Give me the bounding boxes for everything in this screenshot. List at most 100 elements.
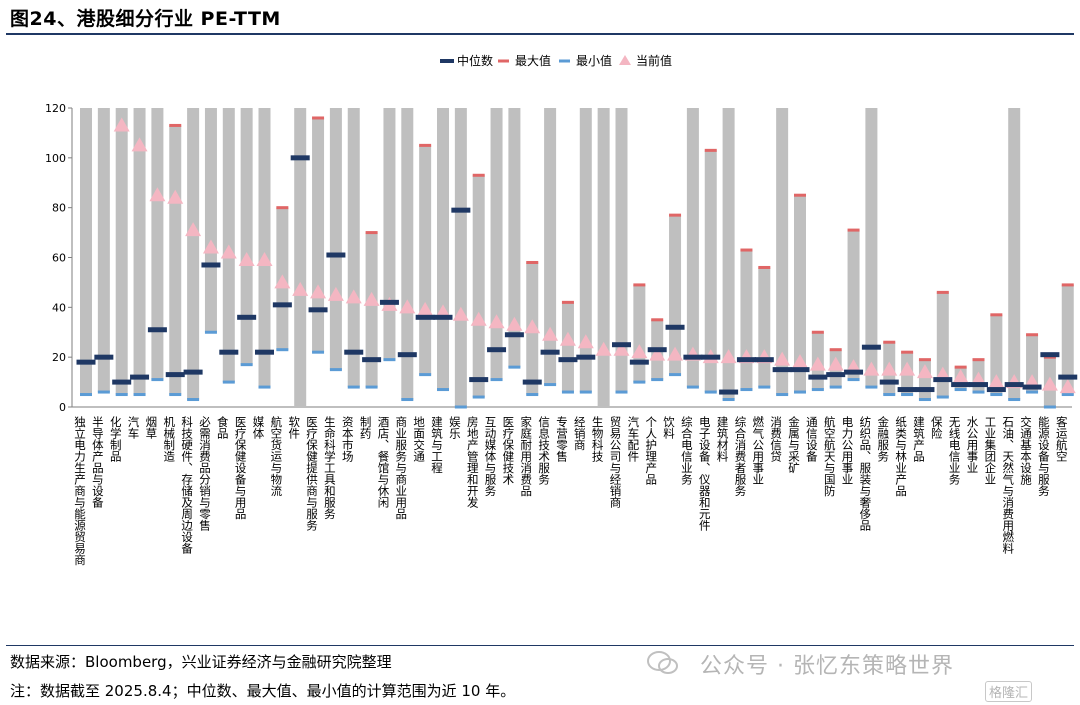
min-mark [169,393,182,397]
range-bar [1061,284,1074,395]
median-mark [379,299,399,305]
current-marker [1059,379,1076,394]
min-mark [669,373,682,377]
current-marker [238,251,255,266]
max-mark [901,350,914,354]
legend-median-swatch [440,59,454,63]
category-label: 消费信贷 [769,415,783,463]
pe-ttm-chart: 中位数 最大值 最小值 当前值 0 20 40 60 80 100 120 独立电力生产商与能源贸… [45,53,1078,566]
category-label: 医疗保健提供商与服务 [305,416,319,531]
range-bar [597,108,610,407]
category-label: 个人护理产品 [644,416,658,485]
min-mark [1026,390,1039,394]
range-bar [419,145,432,375]
range-bar [1026,334,1039,393]
current-marker [292,281,309,296]
median-mark [130,374,150,380]
current-marker [881,361,898,376]
median-mark [94,354,114,360]
min-mark [329,368,342,372]
median-mark [469,377,489,383]
category-label: 贸易公司与经销商 [609,416,623,509]
min-mark [204,330,217,334]
range-bar [990,314,1003,395]
median-mark [112,379,132,385]
median-mark [951,382,971,388]
range-bar [312,117,325,353]
min-mark [544,383,557,387]
median-mark [879,379,899,385]
median-mark [147,327,167,333]
legend-label: 最小值 [576,53,612,68]
category-label: 食品 [216,415,230,439]
current-marker [256,251,273,266]
y-axis: 0 20 40 60 80 100 120 [45,102,1072,414]
range-bar [704,150,717,393]
min-mark [561,390,574,394]
range-bar [740,250,753,390]
min-mark [740,388,753,392]
min-mark [240,363,253,367]
title-divider [6,33,1074,35]
category-label: 烟草 [144,415,158,439]
current-marker [613,341,630,356]
min-mark [312,350,325,354]
current-marker [363,291,380,306]
category-label: 互动媒体与服务 [484,416,498,497]
y-tick-label: 0 [59,401,66,414]
current-marker [649,346,666,361]
median-mark [808,374,828,380]
current-marker [202,239,219,254]
category-label: 综合消费者服务 [733,415,747,496]
category-label: 电子设备、仪器和元件 [698,416,712,532]
min-mark [347,385,360,389]
range-bar [347,108,360,388]
current-marker [863,361,880,376]
median-mark [76,359,96,365]
current-marker [524,319,541,334]
chart-legend: 中位数 最大值 最小值 当前值 [440,53,672,68]
max-mark [918,358,931,362]
median-mark [326,252,346,258]
min-mark [383,358,396,362]
min-mark [419,373,432,377]
category-label: 专营零售 [555,415,569,463]
max-mark [526,260,539,264]
max-mark [936,290,949,294]
min-mark [651,378,664,382]
min-mark [437,388,449,392]
current-marker [792,354,808,369]
current-marker [310,284,327,299]
median-mark [576,354,596,360]
category-label: 必需消费品分销与零售 [198,416,212,532]
range-bar [133,108,146,395]
median-mark [201,262,221,268]
min-mark [883,393,896,397]
range-bar [561,302,574,393]
median-mark [504,332,524,338]
max-mark [312,116,325,120]
min-mark [633,380,646,384]
min-mark [526,393,539,397]
median-mark [719,389,739,395]
min-mark [1043,405,1056,409]
max-mark [1026,333,1039,337]
range-bar [776,108,789,395]
category-label: 纸类与林业产品 [894,416,908,497]
x-axis-labels: 独立电力生产商与能源贸易商 半导体产品与设备 化学制品 汽车 烟草 机械制造 科技硬件、存储… [73,415,1069,566]
category-label: 交通基本设施 [1019,415,1033,486]
range-bar [633,284,646,383]
current-marker [470,311,487,326]
range-bar [151,108,164,380]
median-mark [183,369,203,375]
category-label: 建筑与工程 [430,415,444,474]
median-mark [540,349,560,355]
current-marker [916,364,933,379]
min-mark [936,395,949,399]
min-mark [794,390,806,394]
page-title: 图24、港股细分行业 PE-TTM [10,8,281,30]
range-bar [722,108,735,400]
median-mark [897,387,917,393]
category-label: 媒体 [252,416,266,439]
category-label: 燃气公用事业 [751,415,765,485]
